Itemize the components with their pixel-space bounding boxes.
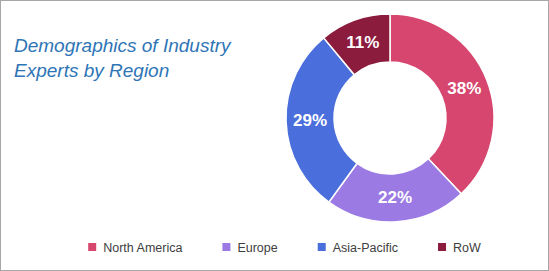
legend-item: RoW — [438, 241, 481, 255]
legend-label: RoW — [453, 241, 481, 255]
legend: North America Europe Asia-Pacific RoW — [88, 241, 481, 255]
data-label: 38% — [447, 79, 481, 98]
slice — [390, 14, 494, 194]
chart: Demographics of Industry Experts by Regio… — [0, 0, 549, 271]
data-labels: 38% 22% 29% 11% — [293, 33, 481, 207]
title-line: Experts by Region — [14, 60, 169, 81]
legend-label: Asia-Pacific — [333, 241, 398, 255]
legend-label: Europe — [237, 241, 277, 255]
legend-item: Asia-Pacific — [318, 241, 398, 255]
title-line: Demographics of Industry — [14, 35, 232, 56]
legend-swatch — [88, 243, 96, 251]
frame — [1, 1, 549, 271]
legend-swatch — [318, 243, 326, 251]
legend-item: Europe — [222, 241, 277, 255]
data-label: 11% — [346, 33, 379, 52]
data-label: 22% — [378, 188, 412, 207]
legend-swatch — [438, 243, 446, 251]
slice — [324, 14, 390, 75]
data-label: 29% — [293, 111, 327, 130]
donut — [286, 14, 494, 222]
title: Demographics of Industry Experts by Regio… — [14, 35, 232, 81]
legend-item: North America — [88, 241, 182, 255]
legend-swatch — [222, 243, 230, 251]
legend-label: North America — [103, 241, 182, 255]
